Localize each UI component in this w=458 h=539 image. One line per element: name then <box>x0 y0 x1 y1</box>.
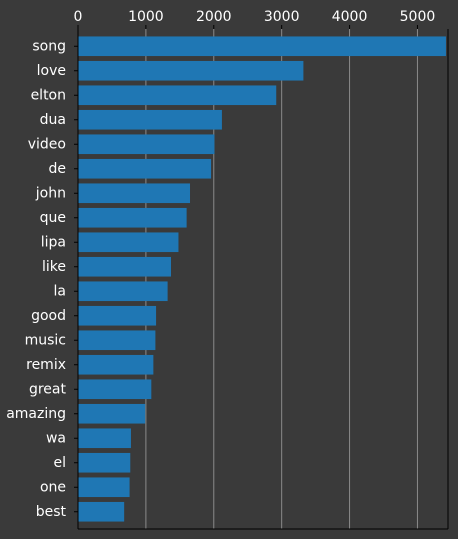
bar-elton <box>78 85 277 106</box>
bar-song <box>78 36 446 57</box>
bar-remix <box>78 354 154 375</box>
y-tick-label-john: john <box>35 185 66 201</box>
y-tick-label-amazing: amazing <box>6 406 66 422</box>
bar-great <box>78 379 152 400</box>
bar-amazing <box>78 403 146 424</box>
x-axis-ticks: 0 1000 2000 3000 4000 5000 <box>74 9 436 29</box>
y-tick-label-que: que <box>40 210 66 226</box>
y-tick-label-video: video <box>28 136 66 152</box>
bar-like <box>78 256 172 277</box>
y-tick-label-good: good <box>31 308 66 324</box>
bar-music <box>78 330 156 351</box>
bar-que <box>78 207 187 228</box>
y-tick-label-like: like <box>42 259 66 275</box>
y-tick-label-lipa: lipa <box>41 234 66 250</box>
bar-video <box>78 134 215 155</box>
x-tick-label-3000: 3000 <box>264 9 300 25</box>
bar-wa <box>78 428 131 449</box>
y-tick-label-la: la <box>54 283 66 299</box>
bar-lipa <box>78 232 179 253</box>
y-tick-label-dua: dua <box>40 112 66 128</box>
bar-la <box>78 281 168 302</box>
x-tick-label-1000: 1000 <box>128 9 164 25</box>
bar-best <box>78 501 125 522</box>
bar-one <box>78 477 130 498</box>
bar-de <box>78 158 212 179</box>
y-tick-label-elton: elton <box>31 87 66 103</box>
axes <box>74 29 449 530</box>
y-tick-label-love: love <box>37 63 66 79</box>
bar-el <box>78 452 131 473</box>
y-tick-label-wa: wa <box>46 430 66 446</box>
y-axis-labels: song love elton dua video de john que lipa like la… <box>6 38 66 520</box>
bars <box>78 36 446 522</box>
x-tick-label-2000: 2000 <box>196 9 232 25</box>
y-tick-label-music: music <box>25 332 66 348</box>
y-tick-label-remix: remix <box>26 357 66 373</box>
bar-dua <box>78 109 222 130</box>
y-tick-label-great: great <box>29 381 67 397</box>
x-tick-label-0: 0 <box>74 9 83 25</box>
y-tick-label-el: el <box>53 455 66 471</box>
y-tick-label-song: song <box>32 38 66 54</box>
y-tick-label-best: best <box>36 504 67 520</box>
bar-good <box>78 305 157 326</box>
x-tick-label-5000: 5000 <box>400 9 436 25</box>
bar-john <box>78 183 191 204</box>
bar-love <box>78 60 304 81</box>
y-tick-label-de: de <box>49 161 67 177</box>
y-tick-label-one: one <box>40 479 66 495</box>
x-tick-label-4000: 4000 <box>332 9 368 25</box>
